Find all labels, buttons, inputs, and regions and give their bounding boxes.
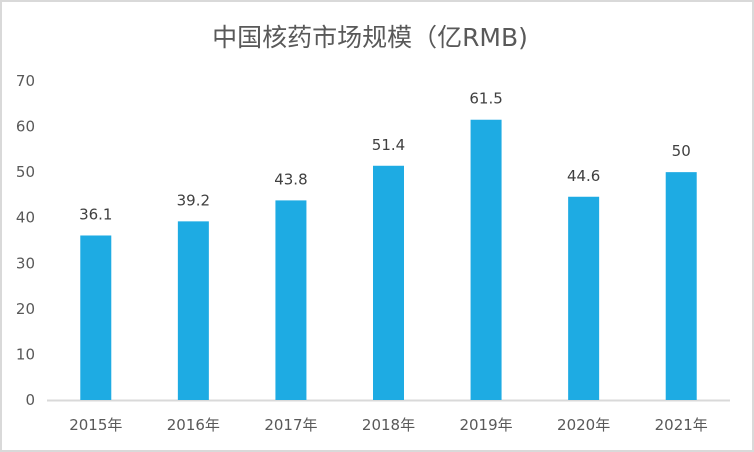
y-tick-label: 0 (25, 391, 35, 409)
bar (275, 200, 307, 400)
data-label: 39.2 (177, 191, 210, 209)
x-tick-label: 2016年 (167, 416, 220, 434)
data-label: 61.5 (469, 90, 502, 108)
data-label: 50 (672, 142, 691, 160)
data-label: 44.6 (567, 167, 600, 185)
x-tick-label: 2017年 (264, 416, 317, 434)
chart-title: 中国核药市场规模（亿RMB) (212, 23, 528, 52)
bar (80, 235, 112, 400)
y-tick-label: 50 (16, 163, 35, 181)
x-tick-label: 2018年 (362, 416, 415, 434)
x-tick-label: 2020年 (557, 416, 610, 434)
x-tick-label: 2015年 (69, 416, 122, 434)
y-tick-label: 10 (16, 345, 35, 363)
y-tick-label: 60 (16, 118, 35, 136)
bar (665, 172, 697, 400)
y-tick-label: 30 (16, 254, 35, 272)
y-tick-label: 40 (16, 209, 35, 227)
y-tick-label: 70 (16, 72, 35, 90)
bar (568, 196, 600, 400)
bar (373, 165, 404, 400)
x-tick-label: 2019年 (459, 416, 512, 434)
data-label: 51.4 (372, 136, 405, 154)
y-tick-label: 20 (16, 300, 35, 318)
bar (177, 221, 209, 400)
bar (470, 119, 502, 400)
data-label: 43.8 (274, 170, 307, 188)
x-tick-label: 2021年 (655, 416, 708, 434)
data-label: 36.1 (79, 205, 112, 223)
